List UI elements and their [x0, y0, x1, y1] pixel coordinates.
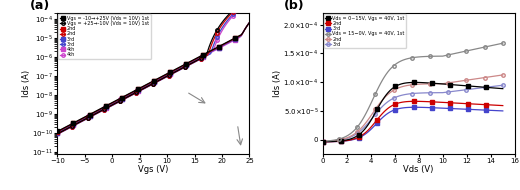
Y-axis label: Ids (A): Ids (A): [22, 70, 31, 97]
Y-axis label: Ids (A): Ids (A): [273, 70, 282, 97]
Legend: Vgs = -10→+25V (Vds = 10V) 1st, Vgs = +25→-10V (Vds = 10V) 1st, 2nd, 2nd, 3rd, 3: Vgs = -10→+25V (Vds = 10V) 1st, Vgs = +2…: [58, 14, 150, 59]
Text: (b): (b): [284, 0, 305, 12]
X-axis label: Vds (V): Vds (V): [404, 165, 434, 174]
Text: (a): (a): [30, 0, 50, 12]
Legend: Vds = 0~15V, Vgs = 40V, 1st, 2nd, 3rd, Vds = 15−0V, Vgs = 40V, 1st, 2nd, 3rd: Vds = 0~15V, Vgs = 40V, 1st, 2nd, 3rd, V…: [323, 14, 406, 48]
X-axis label: Vgs (V): Vgs (V): [138, 165, 168, 174]
